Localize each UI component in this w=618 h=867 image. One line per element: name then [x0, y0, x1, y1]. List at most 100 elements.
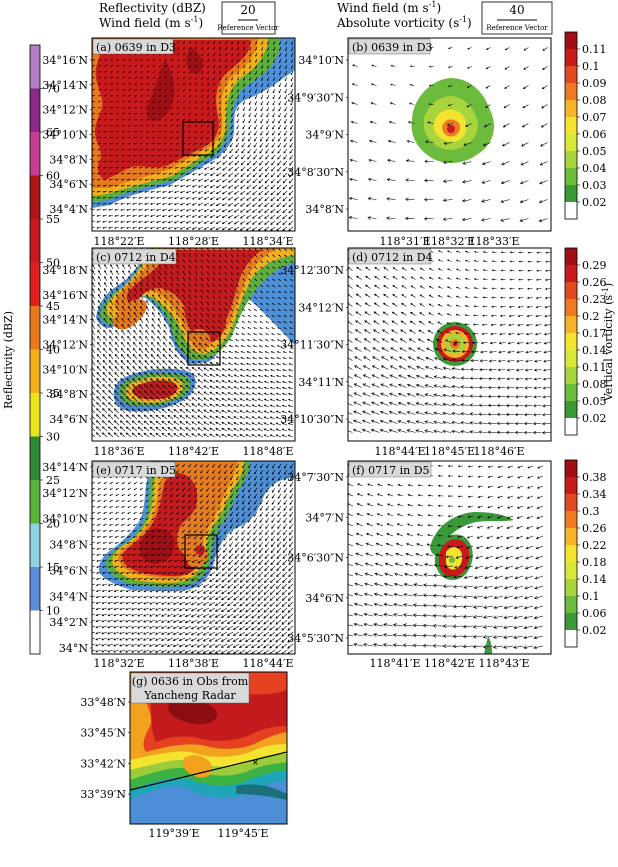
wind-vector — [191, 214, 198, 218]
wind-vector — [221, 410, 228, 414]
wind-vector — [398, 356, 407, 361]
wind-vector — [134, 70, 138, 73]
wind-vector — [140, 264, 144, 270]
wind-vector — [196, 631, 204, 636]
wind-vector — [200, 313, 204, 318]
wind-vector — [209, 172, 216, 176]
wind-vector — [257, 601, 264, 607]
wind-vector — [145, 511, 150, 515]
wind-vector — [162, 160, 168, 163]
wind-vector — [241, 517, 246, 523]
wind-vector — [381, 356, 389, 361]
wind-vector — [107, 577, 114, 580]
wind-vector — [225, 64, 228, 69]
wind-vector — [362, 383, 371, 388]
wind-vector — [218, 481, 222, 486]
panel-g-title-line2: Yancheng Radar — [143, 689, 236, 702]
wind-vector — [193, 529, 198, 534]
wind-vector — [467, 465, 474, 468]
wind-vector — [393, 602, 404, 607]
wind-vector — [236, 118, 240, 124]
wind-vector — [176, 481, 180, 485]
wind-vector — [514, 413, 524, 417]
wind-vector — [233, 226, 240, 231]
wind-vector — [487, 465, 494, 468]
wind-vector — [128, 100, 132, 103]
wind-vector — [385, 552, 394, 557]
wind-vector — [278, 260, 282, 264]
wind-vector — [236, 296, 240, 300]
wind-vector — [133, 148, 138, 151]
wind-vector — [277, 535, 282, 542]
wind-vector — [473, 575, 484, 580]
wind-vector — [259, 142, 264, 148]
wind-vector — [192, 553, 198, 557]
wind-vector — [288, 220, 294, 226]
wind-vector — [246, 166, 252, 172]
wind-vector — [245, 398, 252, 402]
wind-vector — [535, 296, 542, 300]
wind-vector — [232, 637, 240, 642]
wind-vector — [442, 384, 452, 389]
wind-vector — [137, 432, 144, 438]
wind-vector — [239, 619, 246, 625]
wind-vector — [251, 380, 258, 384]
wind-vector — [432, 603, 444, 608]
wind-vector — [242, 481, 246, 487]
panel-b-title: (b) 0639 in D3 — [352, 41, 433, 54]
wind-vector — [109, 305, 114, 312]
wind-vector — [232, 643, 240, 648]
wind-vector — [487, 403, 497, 408]
wind-vector — [92, 613, 96, 616]
wind-vector — [447, 505, 454, 508]
wind-vector — [157, 124, 162, 127]
wind-vector — [443, 564, 454, 569]
wind-vector — [500, 180, 510, 185]
wind-vector — [406, 411, 416, 415]
wind-vector — [202, 589, 210, 594]
wind-vector — [350, 139, 358, 143]
vort-color-segment — [565, 49, 577, 66]
wind-vector — [254, 106, 258, 112]
wind-vector — [289, 148, 294, 154]
wind-vector — [236, 463, 240, 469]
wind-vector — [263, 613, 270, 619]
wind-vector — [433, 384, 443, 388]
wind-vector — [258, 368, 264, 372]
wind-vector — [190, 637, 198, 642]
wind-vector — [208, 613, 216, 618]
wind-vector — [541, 104, 548, 109]
wind-vector — [227, 208, 234, 213]
wind-vector — [489, 350, 497, 354]
wind-vector — [448, 85, 453, 88]
wind-vector — [446, 250, 452, 253]
wind-vector — [264, 226, 270, 231]
wind-vector — [455, 555, 464, 559]
wind-vector — [119, 408, 126, 414]
panel-f-title: (f) 0717 in D5 — [352, 464, 430, 477]
wind-vector — [218, 320, 222, 324]
wind-vector — [271, 315, 276, 318]
wind-vector — [254, 266, 258, 270]
wind-vector — [191, 571, 198, 575]
wind-vector — [269, 386, 276, 390]
wind-vector — [348, 634, 354, 637]
wind-vector — [524, 404, 533, 408]
wind-vector — [373, 592, 384, 597]
wind-vector — [186, 166, 192, 169]
wind-vector — [284, 82, 288, 88]
wind-vector — [221, 565, 228, 571]
wind-vector — [416, 533, 424, 537]
wind-vector — [432, 623, 444, 628]
wind-vector — [247, 327, 252, 330]
wind-vector — [238, 643, 246, 649]
vort-tick-label: 0.14 — [582, 344, 607, 357]
wind-vector — [218, 301, 222, 306]
wind-vector — [190, 619, 198, 624]
wind-vector — [95, 631, 102, 635]
wind-vector — [210, 166, 216, 170]
wind-vector — [218, 265, 222, 270]
wind-vector — [251, 613, 258, 619]
wind-vector — [242, 118, 246, 124]
